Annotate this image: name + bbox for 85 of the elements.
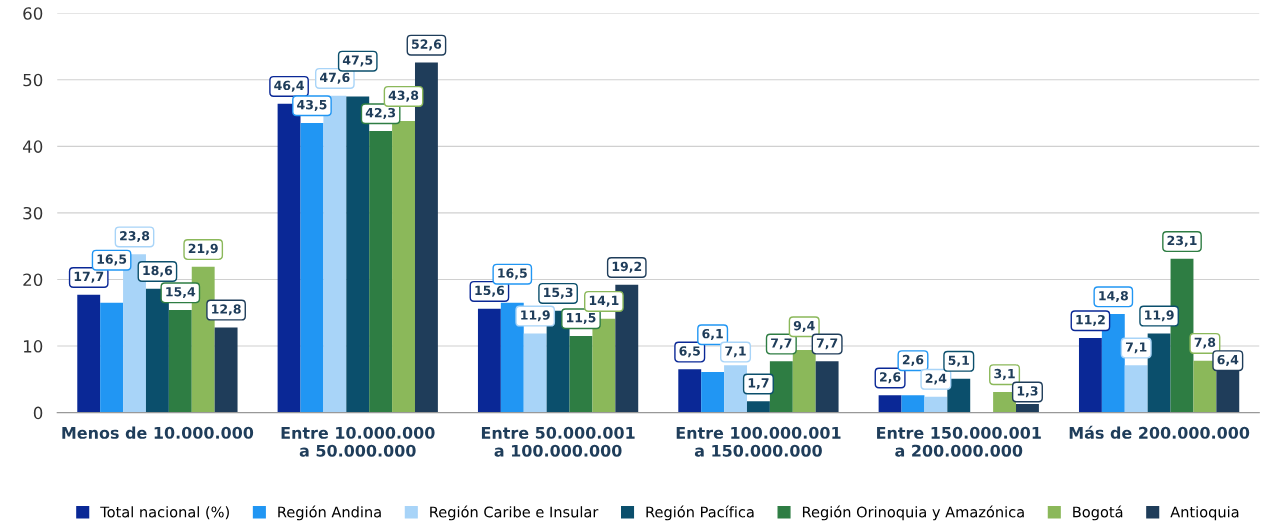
- y-tick-label: 0: [33, 406, 43, 420]
- bar: [815, 361, 839, 413]
- data-label: 47,6: [320, 72, 350, 84]
- data-label: 16,5: [498, 268, 527, 280]
- data-label: 11,9: [521, 310, 550, 322]
- data-label: 15,4: [166, 287, 196, 299]
- data-label: 19,2: [612, 261, 642, 273]
- bar: [1124, 365, 1148, 413]
- data-label: 16,5: [97, 254, 127, 266]
- x-tick-label: Menos de 10.000.000: [62, 426, 254, 439]
- data-label: 42,3: [365, 107, 396, 119]
- data-label: 18,6: [143, 265, 173, 277]
- data-label: 21,9: [188, 243, 218, 255]
- data-label: 43,8: [388, 90, 419, 102]
- data-label: 7,7: [771, 338, 792, 350]
- bar: [792, 350, 816, 413]
- bar: [769, 361, 793, 413]
- x-tick-label: Más de 200.000.000: [1069, 425, 1250, 439]
- bar: [369, 131, 393, 413]
- data-label: 7,7: [816, 338, 838, 350]
- bar: [947, 378, 971, 413]
- bar: [1193, 360, 1217, 413]
- data-label: 7,8: [1194, 337, 1216, 349]
- bar: [901, 395, 925, 413]
- data-label: 2,6: [902, 354, 924, 366]
- data-label: 23,1: [1167, 235, 1197, 247]
- data-label: 6,5: [679, 346, 700, 358]
- bar: [100, 302, 124, 413]
- bar: [701, 372, 725, 413]
- data-label: 52,6: [411, 39, 442, 51]
- data-label: 3,1: [994, 368, 1015, 380]
- data-label: 9,4: [793, 320, 815, 332]
- data-label: 1,3: [1017, 386, 1038, 398]
- data-label: 23,8: [120, 231, 150, 243]
- data-label: 6,1: [702, 328, 723, 340]
- data-label: 46,4: [274, 80, 304, 92]
- bar: [214, 327, 238, 413]
- y-tick-label: 40: [22, 140, 43, 153]
- bar: [678, 369, 702, 413]
- x-tick-label: Entre 100.000.001 a 150.000.000: [676, 426, 841, 457]
- data-label: 17,7: [74, 271, 104, 283]
- legend-label: Región Pacífica: [646, 505, 754, 521]
- y-tick-label: 50: [23, 73, 43, 87]
- bar: [878, 395, 902, 413]
- data-label: 7,1: [1125, 342, 1147, 354]
- x-tick-label: Entre 10.000.000 a 50.000.000: [281, 426, 435, 457]
- x-tick-label: Entre 150.000.001 a 200.000.000: [877, 426, 1041, 457]
- legend-label: Región Caribe e Insular: [430, 505, 599, 521]
- bar: [168, 310, 192, 413]
- data-label: 1,7: [748, 378, 769, 390]
- bar: [746, 401, 770, 413]
- y-tick-label: 60: [23, 7, 43, 20]
- x-tick-label: Entre 50.000.001 a 100.000.000: [481, 426, 635, 457]
- data-label: 15,3: [544, 287, 573, 299]
- legend-label: Total nacional (%): [100, 506, 229, 520]
- legend-label: Bogotá: [1073, 505, 1123, 521]
- data-label: 43,5: [297, 99, 327, 111]
- data-label: 14,1: [589, 295, 619, 307]
- bar: [1078, 338, 1102, 413]
- legend-label: Antioquia: [1170, 506, 1239, 521]
- bar: [1147, 333, 1171, 413]
- data-label: 14,8: [1099, 290, 1128, 303]
- y-tick-label: 10: [23, 340, 43, 353]
- data-label: 11,9: [1145, 310, 1174, 322]
- y-tick-label: 20: [23, 273, 43, 287]
- legend-label: Región Andina: [278, 505, 381, 521]
- data-label: 6,4: [1217, 354, 1239, 366]
- bar: [477, 308, 501, 413]
- data-label: 11,2: [1076, 314, 1105, 326]
- data-label: 11,5: [566, 313, 596, 324]
- data-label: 2,6: [880, 372, 901, 384]
- data-label: 2,4: [925, 373, 947, 385]
- data-label: 15,6: [475, 285, 505, 297]
- y-tick-label: 30: [23, 206, 43, 220]
- bar: [523, 333, 547, 413]
- bar: [392, 121, 415, 413]
- data-label: 7,1: [725, 346, 746, 358]
- data-label: 47,5: [342, 55, 373, 67]
- data-label: 12,8: [212, 304, 241, 316]
- bar: [569, 336, 593, 413]
- bar: [77, 294, 101, 413]
- bar: [924, 396, 948, 413]
- bar: [300, 123, 324, 413]
- legend-label: Región Orinoquia y Amazónica: [802, 505, 1024, 521]
- data-label: 5,1: [948, 355, 969, 367]
